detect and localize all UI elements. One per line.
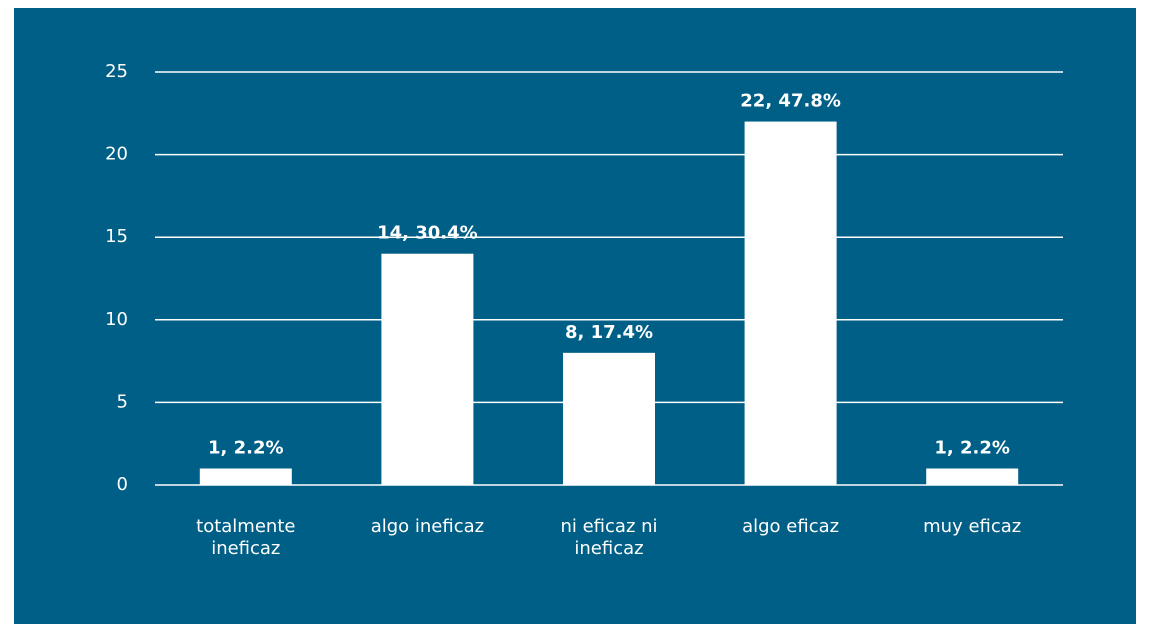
- x-tick-label: ni eficaz ni ineficaz: [560, 516, 658, 559]
- y-tick-label: 15: [105, 226, 128, 247]
- value-label: 14, 30.4%: [377, 223, 478, 244]
- bar: [199, 468, 292, 485]
- x-tick-label: totalmente ineficaz: [196, 516, 296, 559]
- x-tick-label: algo eficaz: [742, 516, 840, 537]
- value-label: 1, 2.2%: [208, 437, 284, 458]
- bar: [563, 352, 655, 485]
- bar: [381, 253, 474, 485]
- y-tick-label: 10: [105, 309, 128, 330]
- bar: [926, 468, 1019, 485]
- x-tick-label: muy eficaz: [923, 516, 1022, 537]
- value-label: 1, 2.2%: [934, 437, 1010, 458]
- x-tick-label: algo ineficaz: [370, 516, 485, 537]
- y-tick-label: 0: [117, 474, 128, 495]
- y-tick-label: 25: [105, 61, 128, 82]
- y-tick-label: 5: [117, 391, 128, 412]
- value-label: 8, 17.4%: [565, 322, 653, 343]
- bar: [744, 121, 837, 485]
- value-label: 22, 47.8%: [740, 91, 841, 112]
- chart-background: [14, 8, 1136, 624]
- y-tick-label: 20: [105, 144, 128, 165]
